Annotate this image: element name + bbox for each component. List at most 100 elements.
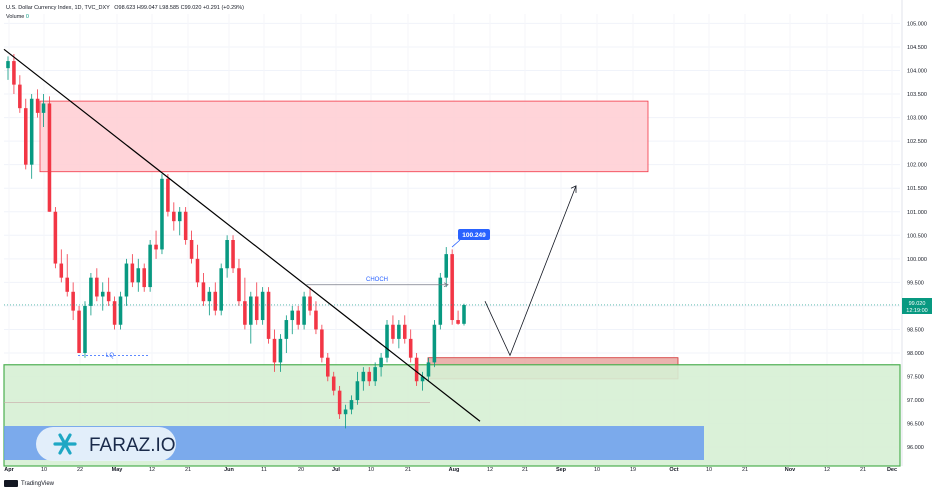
- x-tick-label: 10: [368, 467, 374, 473]
- y-tick-label: 104.000: [907, 69, 927, 75]
- x-tick-label: 12: [824, 467, 830, 473]
- countdown-value: 12:19:00: [906, 308, 927, 314]
- candle-body: [254, 296, 259, 321]
- candle-body: [12, 61, 16, 85]
- x-tick-label: 21: [742, 467, 748, 473]
- candle-body: [166, 178, 170, 212]
- x-axis: Apr 10 22 May 12 21 Jun 11 20 Jul 10 21 Aug 12 21 Sep 10…: [4, 467, 897, 473]
- candle-body: [65, 277, 69, 292]
- footer: TradingView: [4, 480, 54, 487]
- candle-body: [201, 282, 206, 302]
- x-tick-label: May: [112, 467, 124, 473]
- choch-arrowhead: [443, 282, 449, 288]
- x-tick-label: 21: [405, 467, 411, 473]
- candle-body: [331, 376, 336, 391]
- high-price-badge: 100.249: [458, 229, 490, 240]
- tradingview-logo-icon: [4, 480, 18, 487]
- candle-body: [47, 103, 52, 212]
- candle-body: [142, 268, 146, 288]
- candle-body: [320, 329, 324, 358]
- candle-body: [95, 277, 99, 297]
- y-tick-label: 98.000: [907, 351, 924, 357]
- current-price-tag: 99.020 12:19:00: [902, 298, 932, 314]
- candle-body: [444, 254, 449, 278]
- y-tick-label: 101.500: [907, 186, 927, 192]
- x-tick-label: 10: [706, 467, 712, 473]
- y-tick-label: 96.000: [907, 445, 924, 451]
- projection-arrowhead: [570, 185, 577, 193]
- candle-body: [177, 211, 182, 222]
- x-tick-label: 11: [261, 467, 267, 473]
- ohlc-values: O98.623 H99.047 L98.585 C99.020 +0.291 (…: [114, 5, 244, 11]
- candle-body: [41, 103, 46, 113]
- y-tick-label: 99.500: [907, 280, 924, 286]
- candle-body: [160, 178, 164, 250]
- footer-brand: TradingView: [21, 480, 55, 487]
- y-tick-label: 103.000: [907, 116, 927, 122]
- x-tick-label: 12: [149, 467, 155, 473]
- candle-body: [207, 291, 212, 302]
- candle-body: [379, 357, 383, 368]
- candle-body: [462, 304, 466, 324]
- candle-body: [426, 362, 431, 377]
- candle-body: [100, 291, 105, 297]
- y-tick-label: 102.500: [907, 139, 927, 145]
- x-tick-label: Aug: [449, 467, 460, 473]
- candle-body: [456, 320, 460, 324]
- y-tick-label: 101.000: [907, 210, 927, 216]
- candle-body: [290, 310, 295, 321]
- candle-body: [296, 310, 300, 325]
- x-tick-label: Oct: [669, 467, 678, 473]
- candle-body: [118, 296, 123, 325]
- symbol-title: U.S. Dollar Currency Index, 1D, TVC_DXY: [6, 5, 110, 11]
- candle-body: [29, 98, 34, 165]
- candle-body: [314, 310, 318, 330]
- candle-body: [278, 338, 283, 363]
- x-tick-label: Dec: [887, 467, 897, 473]
- faraz-logo: FARAZ.IO: [36, 427, 176, 461]
- chart-header: U.S. Dollar Currency Index, 1D, TVC_DXY …: [6, 4, 244, 22]
- candle-body: [106, 291, 111, 302]
- x-tick-label: 19: [630, 467, 636, 473]
- candle-body: [408, 338, 413, 358]
- supply-zone: [39, 100, 649, 173]
- x-tick-label: Jun: [224, 467, 234, 473]
- choch-label: CHOCH: [366, 277, 388, 283]
- lq-label: LQ: [106, 353, 114, 359]
- x-tick-label: 20: [298, 467, 304, 473]
- x-tick-label: Nov: [785, 467, 796, 473]
- candle-body: [225, 240, 229, 269]
- candle-body: [35, 98, 40, 113]
- candle-body: [349, 400, 354, 410]
- candle-body: [237, 268, 241, 302]
- x-tick-label: 21: [185, 467, 191, 473]
- candle-body: [343, 409, 348, 415]
- x-tick-label: 22: [77, 467, 83, 473]
- candle-body: [308, 296, 312, 311]
- candle-body: [148, 244, 152, 288]
- candle-body: [189, 240, 194, 259]
- candle-body: [326, 357, 330, 377]
- x-tick-label: Jul: [332, 467, 340, 473]
- downtrend-line: [3, 48, 481, 422]
- asterisk-logo-icon: [53, 433, 77, 455]
- candle-body: [59, 263, 64, 278]
- y-tick-label: 100.000: [907, 257, 927, 263]
- x-tick-label: Apr: [4, 467, 14, 473]
- candle-body: [420, 376, 425, 382]
- candle-body: [385, 324, 389, 358]
- candle-body: [183, 211, 188, 240]
- drawings-layer: [3, 48, 900, 422]
- y-tick-label: 97.000: [907, 398, 924, 404]
- candle-body: [284, 320, 289, 339]
- projection-path: [484, 185, 577, 357]
- candle-body: [53, 211, 58, 264]
- y-tick-label: 96.500: [907, 422, 924, 428]
- candle-body: [337, 390, 342, 415]
- candle-body: [432, 324, 437, 363]
- candle-body: [195, 258, 200, 283]
- candle-body: [231, 240, 235, 269]
- x-tick-label: 10: [594, 467, 600, 473]
- x-tick-label: 12: [487, 467, 493, 473]
